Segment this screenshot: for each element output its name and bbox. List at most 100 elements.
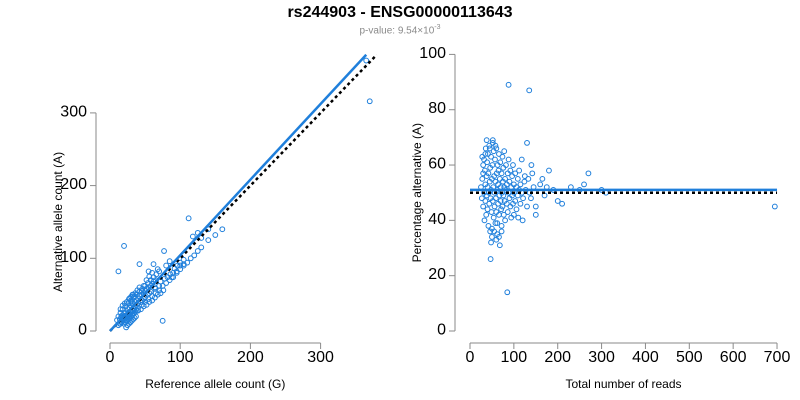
data-point xyxy=(177,262,184,269)
data-point xyxy=(497,159,504,166)
data-point xyxy=(126,295,133,302)
data-point xyxy=(502,175,508,182)
data-point xyxy=(180,256,187,263)
data-point xyxy=(140,303,147,310)
data-point xyxy=(498,170,505,177)
data-point xyxy=(133,313,139,320)
fit-line xyxy=(109,53,368,332)
y-tick-label: 20 xyxy=(428,266,446,283)
data-point xyxy=(524,203,530,210)
data-point xyxy=(510,211,517,218)
data-point xyxy=(212,232,219,238)
data-point xyxy=(585,170,592,177)
data-point xyxy=(136,284,143,291)
y-tick-label: 80 xyxy=(428,100,446,117)
data-point xyxy=(133,307,140,314)
data-point xyxy=(498,206,505,213)
data-point xyxy=(526,87,533,94)
x-tick-label: 300 xyxy=(588,349,615,366)
data-point xyxy=(489,234,495,240)
data-point xyxy=(516,167,523,174)
data-point xyxy=(489,225,495,232)
data-point xyxy=(167,271,174,278)
data-point xyxy=(149,269,156,276)
data-point xyxy=(520,195,526,202)
x-tick-label: 300 xyxy=(307,349,334,366)
chart-subtitle: p-value: 9.54×10-3 xyxy=(0,24,800,36)
data-point xyxy=(488,209,495,215)
data-point xyxy=(525,175,532,182)
data-point xyxy=(504,289,511,296)
data-point xyxy=(500,211,507,218)
data-point xyxy=(150,261,157,268)
data-point xyxy=(528,162,535,168)
data-point xyxy=(184,259,191,266)
data-point xyxy=(484,159,491,166)
data-point xyxy=(115,268,122,275)
y-tick-label: 100 xyxy=(60,249,87,266)
data-point xyxy=(518,156,525,163)
data-point xyxy=(514,175,521,182)
data-point xyxy=(489,137,496,144)
data-point xyxy=(505,81,512,88)
data-point xyxy=(491,203,498,210)
data-point xyxy=(528,195,534,202)
data-point xyxy=(366,98,373,105)
data-point xyxy=(479,175,486,182)
y-tick-label: 200 xyxy=(60,176,87,193)
data-point xyxy=(479,153,486,160)
data-point xyxy=(492,156,498,163)
data-point xyxy=(524,140,530,146)
y-tick-label: 100 xyxy=(419,45,446,62)
y-axis-label: Percentage alternative (A) xyxy=(410,123,424,262)
data-point xyxy=(488,153,494,160)
data-point xyxy=(493,145,500,152)
data-point xyxy=(121,243,127,249)
data-point xyxy=(539,175,546,182)
data-point xyxy=(205,237,212,244)
data-point xyxy=(161,275,168,282)
subtitle-exponent: -3 xyxy=(434,24,441,31)
data-point xyxy=(521,178,528,185)
data-point xyxy=(492,220,499,227)
data-point xyxy=(581,181,587,188)
x-tick-label: 100 xyxy=(167,349,194,366)
data-point xyxy=(499,153,506,160)
x-tick-label: 200 xyxy=(237,349,264,366)
data-point xyxy=(486,200,493,207)
y-tick-label: 40 xyxy=(428,211,446,228)
data-point xyxy=(484,206,491,213)
chart-panel-left: 0 100 200 300 0 100 200 300 Reference allele cou… xyxy=(51,53,378,391)
data-points xyxy=(114,57,373,331)
data-point xyxy=(159,317,166,324)
data-point xyxy=(198,244,205,251)
data-point xyxy=(146,273,153,280)
y-tick-label: 0 xyxy=(437,322,446,339)
data-point xyxy=(486,142,493,149)
data-point xyxy=(189,233,196,240)
data-point xyxy=(512,170,519,177)
data-point xyxy=(537,181,544,188)
data-point xyxy=(185,215,192,222)
data-point xyxy=(546,167,552,174)
data-point xyxy=(502,217,508,224)
data-point xyxy=(496,151,502,157)
data-point xyxy=(480,162,487,168)
data-point xyxy=(143,277,150,284)
data-point xyxy=(509,173,516,180)
data-point xyxy=(488,239,494,246)
x-tick-label: 0 xyxy=(106,349,115,366)
data-point xyxy=(771,203,778,210)
data-point xyxy=(512,198,519,204)
y-tick-label: 60 xyxy=(428,156,446,173)
data-point xyxy=(145,296,152,302)
data-point xyxy=(500,192,507,199)
x-tick-label: 0 xyxy=(466,349,475,366)
data-point xyxy=(187,255,194,262)
data-point xyxy=(515,214,522,221)
reference-line xyxy=(109,53,378,332)
data-point xyxy=(483,137,490,144)
data-point xyxy=(494,220,501,227)
data-point xyxy=(517,181,524,188)
data-point xyxy=(504,209,511,215)
